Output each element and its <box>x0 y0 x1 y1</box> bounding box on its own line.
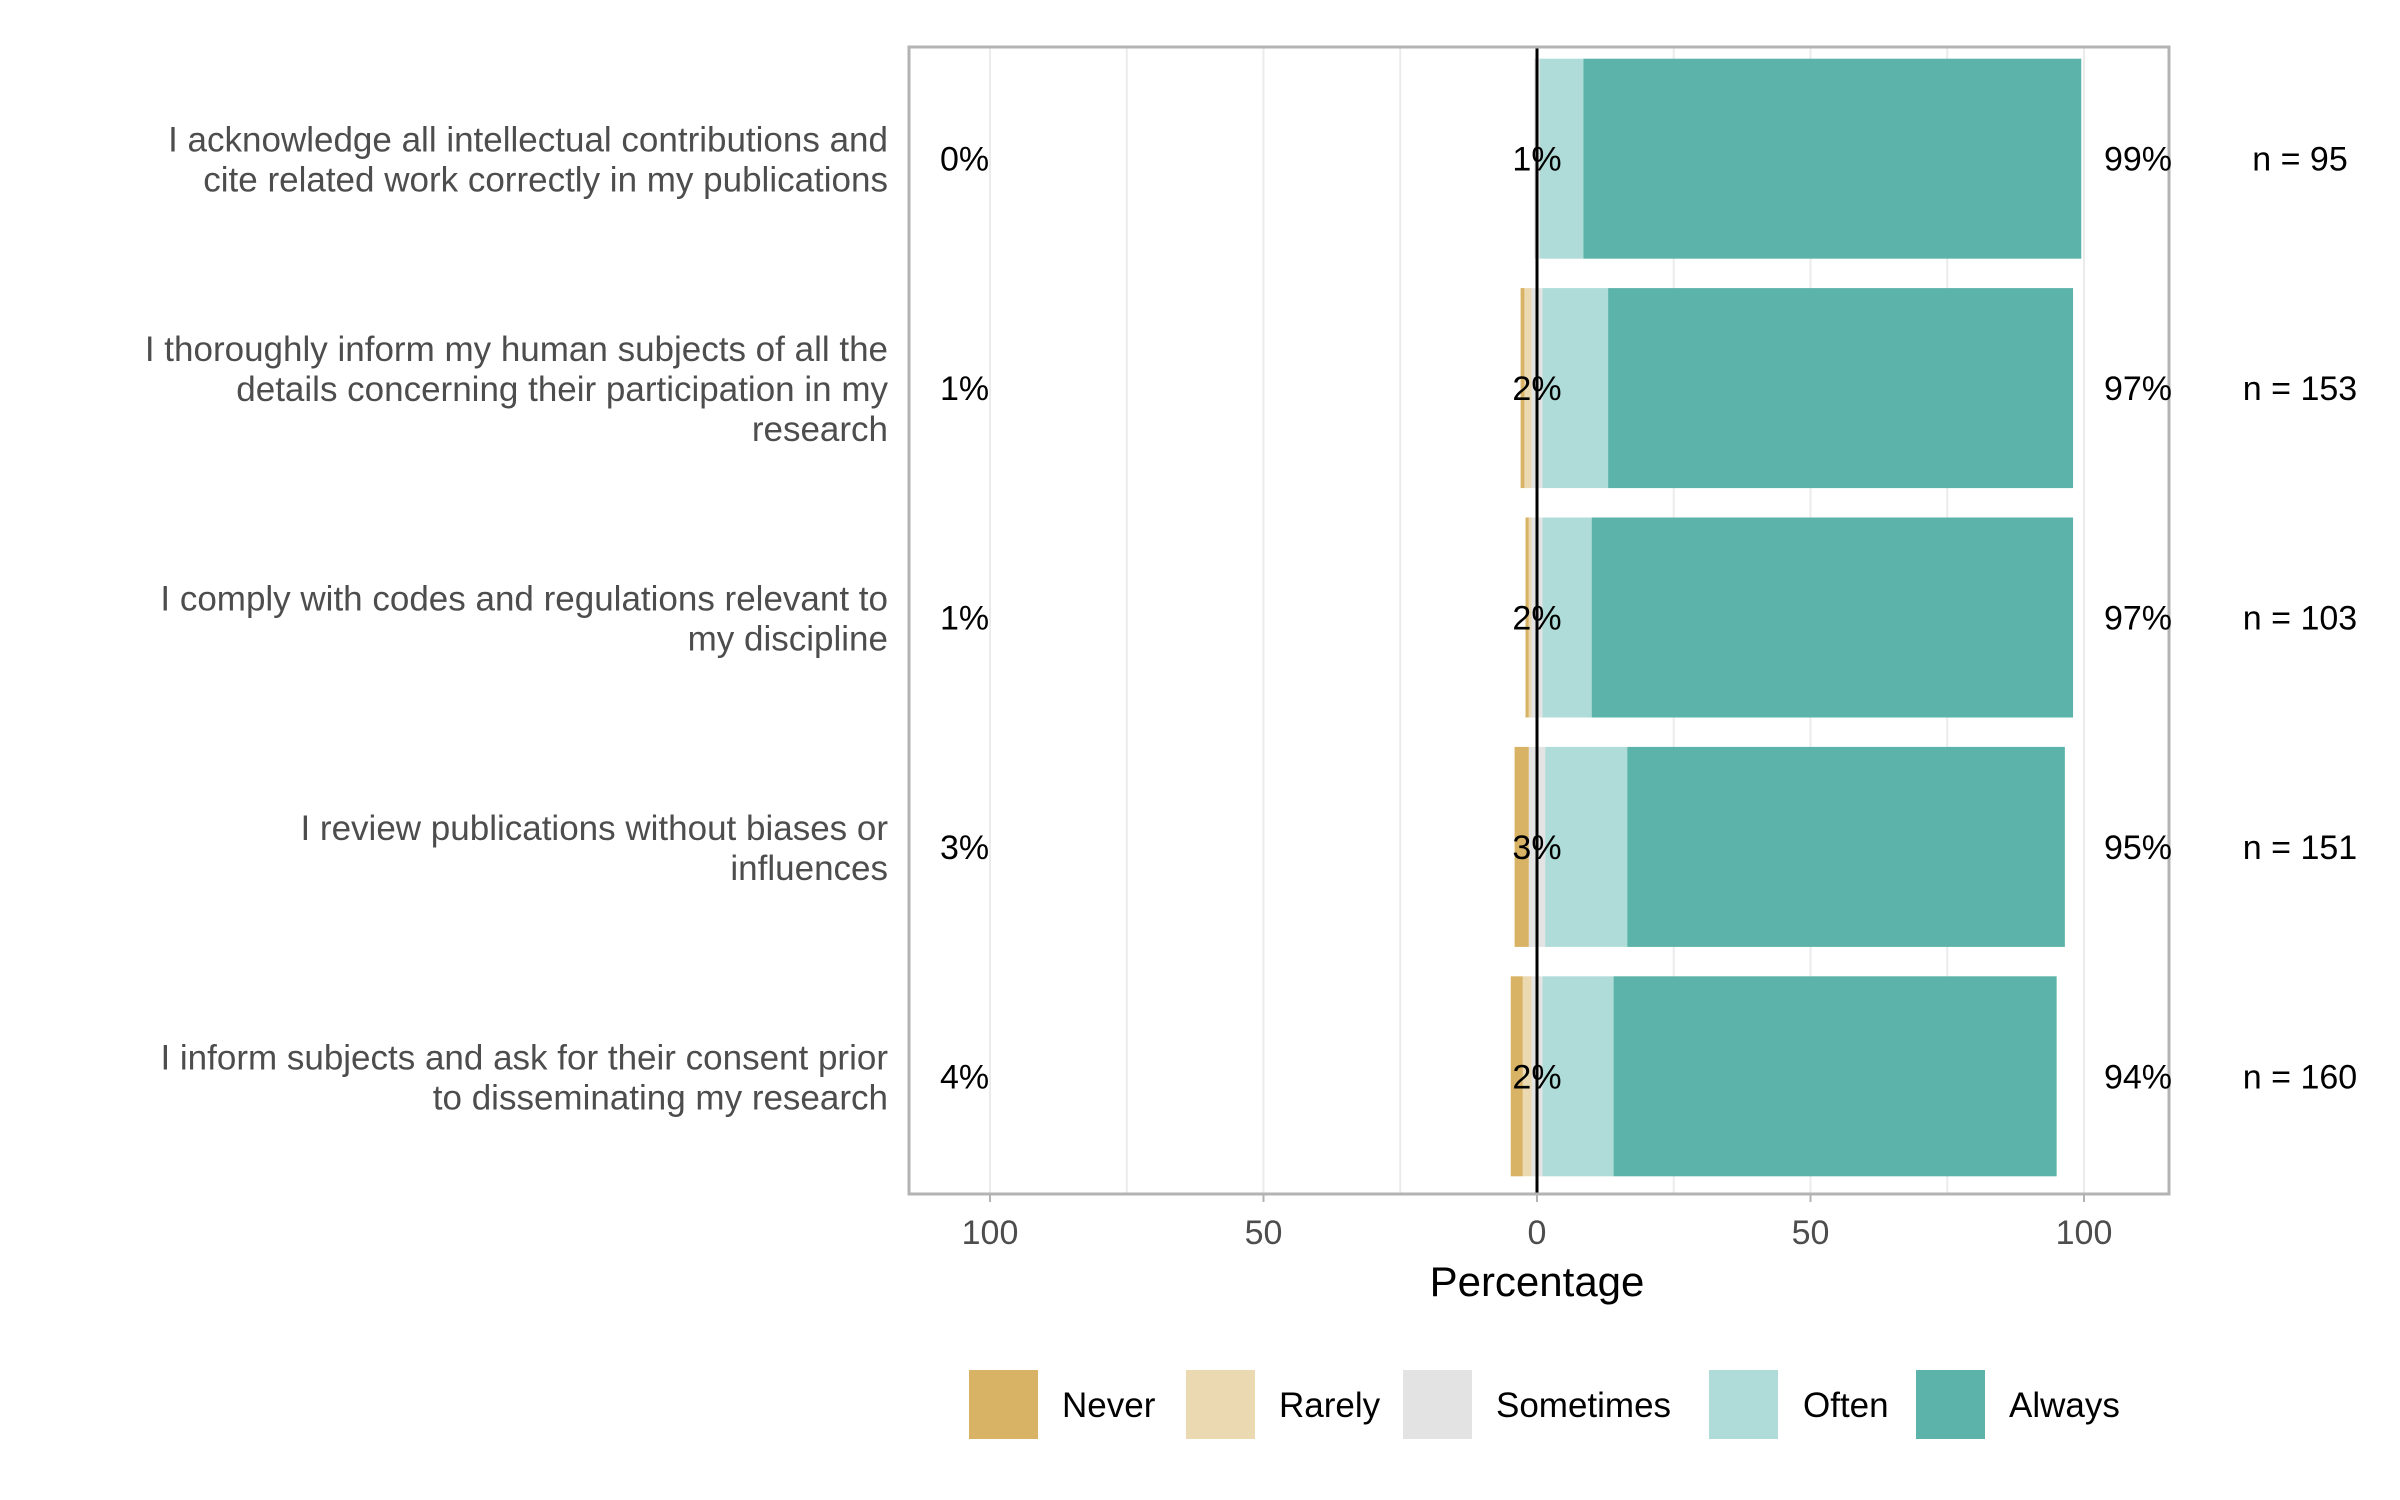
x-tick-label: 0 <box>1528 1214 1547 1252</box>
value-labels: 0% 1% 99% n = 95 1% 2% 97% n = 153 1% 2% 97% n = 10… <box>940 141 2357 1097</box>
bar-segment-often <box>1545 746 1628 947</box>
center-percent-label: 3% <box>1512 829 1561 867</box>
legend-key-sometimes <box>1401 1368 1474 1441</box>
legend-label-sometimes: Sometimes <box>1496 1386 1671 1425</box>
category-label: I thoroughly inform my human subjects of… <box>145 330 889 449</box>
category-label-line: research <box>752 410 888 449</box>
panel-border <box>907 45 2171 1196</box>
category-label: I acknowledge all intellectual contribut… <box>168 121 888 200</box>
legend-key-always <box>1914 1368 1987 1441</box>
category-label-line: influences <box>730 849 888 888</box>
legend-key-never <box>967 1368 1040 1441</box>
bar-segment-often <box>1542 288 1609 489</box>
right-percent-label: 97% <box>2104 600 2172 638</box>
bar-segment-often <box>1539 58 1584 259</box>
bar-segment-always <box>1608 288 2074 489</box>
n-count-label: n = 95 <box>2252 141 2347 179</box>
bar-segment-rarely <box>1522 976 1532 1177</box>
bar-segment-sometimes <box>1537 517 1543 718</box>
bar-segment-sometimes <box>1537 976 1543 1177</box>
n-count-label: n = 151 <box>2243 829 2357 867</box>
legend-label-often: Often <box>1803 1386 1889 1425</box>
x-tick-label: 50 <box>1245 1214 1283 1252</box>
right-percent-label: 95% <box>2104 829 2172 867</box>
n-count-label: n = 160 <box>2243 1058 2357 1096</box>
bar-segment-often <box>1542 976 1614 1177</box>
left-percent-label: 1% <box>940 370 989 408</box>
legend-label-never: Never <box>1062 1386 1156 1425</box>
bars <box>1510 58 2082 1177</box>
n-count-label: n = 103 <box>2243 600 2357 638</box>
right-percent-label: 94% <box>2104 1058 2172 1096</box>
n-count-label: n = 153 <box>2243 370 2357 408</box>
center-percent-label: 1% <box>1512 141 1561 179</box>
category-label-line: I inform subjects and ask for their cons… <box>160 1038 888 1077</box>
legend-label-always: Always <box>2009 1386 2120 1425</box>
left-percent-label: 1% <box>940 600 989 638</box>
bar-segment-often <box>1542 517 1592 718</box>
category-label-line: I acknowledge all intellectual contribut… <box>168 121 888 160</box>
right-percent-label: 97% <box>2104 370 2172 408</box>
category-label-line: I comply with codes and regulations rele… <box>160 580 888 619</box>
left-percent-label: 3% <box>940 829 989 867</box>
bar-segment-always <box>1591 517 2074 718</box>
left-percent-label: 4% <box>940 1058 989 1096</box>
right-percent-label: 99% <box>2104 141 2172 179</box>
bar-segment-never <box>1510 976 1523 1177</box>
category-label-line: my discipline <box>688 620 888 659</box>
x-axis-title: Percentage <box>1430 1258 1645 1305</box>
bar-segment-sometimes <box>1537 288 1543 489</box>
category-label-line: to disseminating my research <box>433 1078 888 1117</box>
category-label-line: I thoroughly inform my human subjects of… <box>145 330 888 369</box>
bar-segment-sometimes <box>1531 288 1537 489</box>
bar-segment-sometimes <box>1531 517 1537 718</box>
category-label: I review publications without biases or i… <box>300 809 888 888</box>
center-percent-label: 2% <box>1512 600 1561 638</box>
legend-key-rarely <box>1184 1368 1257 1441</box>
bar-segment-sometimes <box>1531 976 1537 1177</box>
bar-segment-sometimes <box>1528 746 1537 947</box>
x-axis-ticks: 100 50 0 50 100 <box>962 1194 2113 1252</box>
bar-segment-always <box>1613 976 2057 1177</box>
bar-segment-rarely <box>1528 517 1532 718</box>
category-label: I inform subjects and ask for their cons… <box>160 1038 888 1117</box>
center-percent-label: 2% <box>1512 1058 1561 1096</box>
bar-segment-never <box>1514 746 1529 947</box>
x-tick-label: 50 <box>1792 1214 1830 1252</box>
category-label-line: I review publications without biases or <box>300 809 888 848</box>
legend-key-often <box>1707 1368 1780 1441</box>
bar-segment-never <box>1525 517 1529 718</box>
category-labels: I acknowledge all intellectual contribut… <box>145 121 889 1118</box>
category-label: I comply with codes and regulations rele… <box>160 580 888 659</box>
bar-segment-always <box>1583 58 2082 259</box>
bar-segment-always <box>1627 746 2065 947</box>
legend-label-rarely: Rarely <box>1279 1386 1381 1425</box>
bar-segment-never <box>1520 288 1525 489</box>
left-percent-label: 0% <box>940 141 989 179</box>
category-label-line: cite related work correctly in my public… <box>203 161 888 200</box>
x-tick-label: 100 <box>2056 1214 2113 1252</box>
x-tick-label: 100 <box>962 1214 1019 1252</box>
bar-segment-rarely <box>1524 288 1532 489</box>
center-percent-label: 2% <box>1512 370 1561 408</box>
bar-segment-sometimes <box>1537 746 1546 947</box>
category-label-line: details concerning their participation i… <box>236 370 888 409</box>
legend: Never Rarely Sometimes Often Always <box>967 1368 2120 1441</box>
